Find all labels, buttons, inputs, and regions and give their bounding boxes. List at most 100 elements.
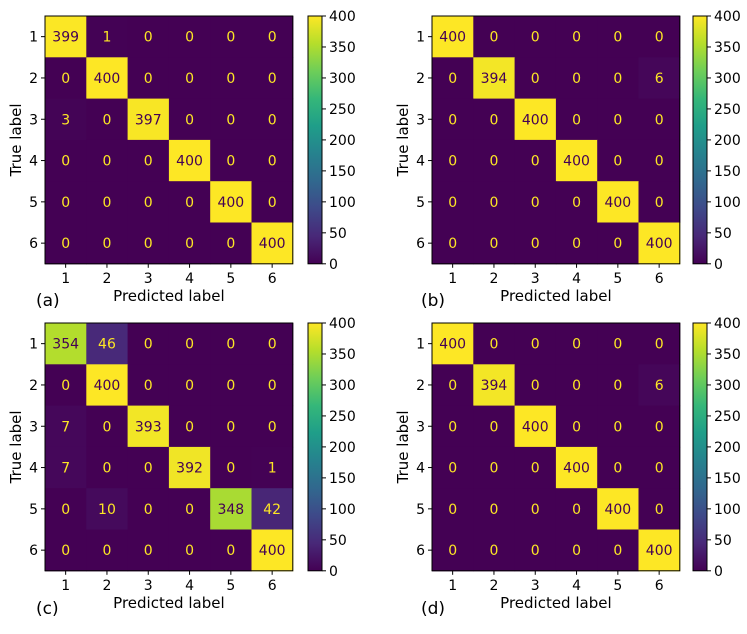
axes-frame [44,15,294,265]
heatmap-cell [210,364,252,407]
heatmap-cell [514,139,557,182]
cell-value: 7 [61,461,70,477]
colorbar-tick-label: 300 [714,378,741,394]
cell-value: 0 [448,419,457,435]
cell-value: 0 [185,419,194,435]
colorbar-tick-label: 350 [714,40,741,56]
heatmap-cell [127,16,170,58]
cell-value: 0 [185,543,194,559]
cell-value: 0 [144,71,153,87]
cell-value: 0 [226,30,235,46]
cell-value: 392 [176,461,203,477]
cell-value: 0 [61,236,70,252]
colorbar-tick-label: 200 [329,440,356,456]
cell-value: 0 [489,112,498,128]
cell-value: 0 [655,30,664,46]
heatmap-cell [597,16,639,58]
y-axis-label: True label [394,103,412,177]
colorbar-tick-label: 50 [714,226,732,242]
cell-value: 0 [531,502,540,518]
colorbar-tick-label: 150 [329,471,356,487]
heatmap-cell [473,139,516,182]
heatmap-cell [473,222,516,265]
y-tick-label: 2 [416,71,425,87]
heatmap-cell [432,364,474,407]
colorbar-tick-label: 100 [714,195,741,211]
cell-value: 0 [489,195,498,211]
y-tick-label: 2 [416,378,425,394]
heatmap-cell [597,139,639,182]
cell-value: 0 [268,112,277,128]
y-tick-label: 5 [29,195,38,211]
heatmap-cell [127,529,170,572]
heatmap-cell [251,446,294,489]
heatmap-cell [638,181,681,223]
heatmap-cell [86,57,129,100]
cell-value: 0 [448,378,457,394]
heatmap-cell [45,222,87,265]
heatmap-cell [168,98,211,141]
x-tick-label: 2 [102,271,111,287]
x-tick-label: 3 [144,578,153,594]
cell-value: 0 [572,543,581,559]
x-tick-label: 2 [102,578,111,594]
y-tick-label: 2 [29,71,38,87]
cell-value: 3 [61,112,70,128]
heatmap-cell [597,323,639,365]
cell-value: 0 [613,461,622,477]
cell-value: 0 [226,236,235,252]
x-tick-label: 1 [448,271,457,287]
heatmap-cell [432,139,474,182]
confusion-matrix-panel-b: 400 0 0 0 0 00 394 0 0 0 60 0 400 0 0 00 0 0 400 0 00 0 0 0 400 0… [394,9,741,311]
cell-value: 400 [646,236,673,252]
cell-value: 0 [655,461,664,477]
cell-value: 0 [102,543,111,559]
colorbar-tick-label: 200 [329,133,356,149]
heatmap-cell [514,529,557,572]
y-axis-label: True label [394,410,412,484]
heatmap-cell [127,139,170,182]
cell-value: 0 [102,154,111,170]
heatmap-cell [127,446,170,489]
cell-value: 0 [448,236,457,252]
heatmap-cell [210,181,252,223]
confusion-matrix-panel-d: 400 0 0 0 0 00 394 0 0 0 60 0 400 0 0 00 0 0 400 0 00 0 0 0 400 0… [394,316,741,619]
heatmap-cell [514,57,557,100]
heatmap-cell [127,405,170,448]
colorbar-tick-label: 150 [329,164,356,180]
colorbar-tick-label: 0 [329,257,338,273]
colorbar-tick-label: 350 [329,347,356,363]
heatmap-cell [514,181,557,223]
cell-value: 0 [489,30,498,46]
heatmap-cell [45,181,87,223]
y-tick-label: 1 [29,30,38,46]
heatmap-cell [251,222,294,265]
cell-value: 0 [61,502,70,518]
cell-value: 0 [572,112,581,128]
x-tick-label: 5 [613,578,622,594]
heatmap-cell [210,222,252,265]
colorbar-tick-label: 400 [329,316,356,332]
cell-value: 0 [61,543,70,559]
cell-value: 0 [144,154,153,170]
colorbar-tick-label: 0 [714,564,723,580]
colorbar-tick-label: 250 [329,102,356,118]
heatmap-cell [127,364,170,407]
heatmap-cell [638,446,681,489]
cell-value: 0 [448,112,457,128]
colorbar-tick-label: 50 [714,533,732,549]
cell-value: 0 [655,154,664,170]
heatmap-cell [555,405,598,448]
heatmap-cell [597,488,639,530]
colorbar-tick-label: 300 [714,71,741,87]
cell-value: 0 [489,154,498,170]
cell-value: 354 [52,337,79,353]
x-axis-label: Predicted label [500,287,611,305]
heatmap-cell [45,16,87,58]
cell-value: 42 [263,502,281,518]
heatmap-cell [86,323,129,365]
cell-value: 393 [135,419,162,435]
colorbar-tick-label: 100 [329,502,356,518]
colorbar-tick-label: 0 [329,564,338,580]
heatmap-cell [86,405,129,448]
